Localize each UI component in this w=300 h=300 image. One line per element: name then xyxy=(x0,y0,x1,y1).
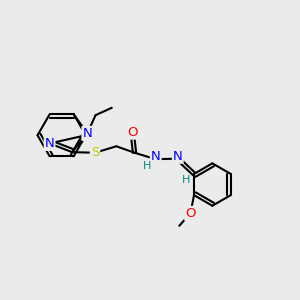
Text: H: H xyxy=(182,176,190,185)
Text: N: N xyxy=(151,150,160,164)
Text: N: N xyxy=(45,137,55,150)
Text: S: S xyxy=(91,146,99,159)
Text: N: N xyxy=(82,127,92,140)
Text: O: O xyxy=(127,126,137,139)
Text: O: O xyxy=(185,207,196,220)
Text: N: N xyxy=(173,150,183,163)
Text: H: H xyxy=(143,161,152,171)
